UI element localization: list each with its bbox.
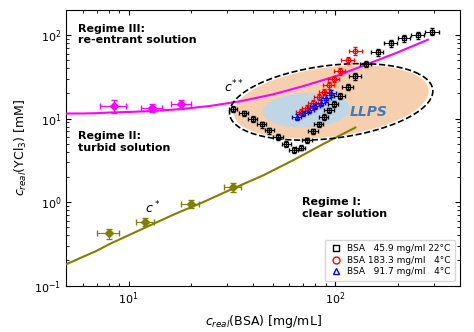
- Text: Regime I:
clear solution: Regime I: clear solution: [302, 197, 388, 219]
- Text: $c^*$: $c^*$: [145, 200, 160, 217]
- Text: LLPS: LLPS: [350, 105, 388, 119]
- Y-axis label: $c_{real}$(YCl$_3$) [mM]: $c_{real}$(YCl$_3$) [mM]: [13, 99, 29, 196]
- Text: Regime II:
turbid solution: Regime II: turbid solution: [78, 131, 171, 153]
- Text: $c^{**}$: $c^{**}$: [224, 79, 244, 95]
- Polygon shape: [234, 65, 428, 138]
- Polygon shape: [263, 93, 350, 127]
- Legend: BSA   45.9 mg/ml 22°C, BSA 183.3 mg/ml   4°C, BSA   91.7 mg/ml   4°C: BSA 45.9 mg/ml 22°C, BSA 183.3 mg/ml 4°C…: [325, 240, 455, 281]
- X-axis label: $c_{real}$(BSA) [mg/mL]: $c_{real}$(BSA) [mg/mL]: [205, 312, 321, 330]
- Text: Regime III:
re-entrant solution: Regime III: re-entrant solution: [78, 24, 197, 45]
